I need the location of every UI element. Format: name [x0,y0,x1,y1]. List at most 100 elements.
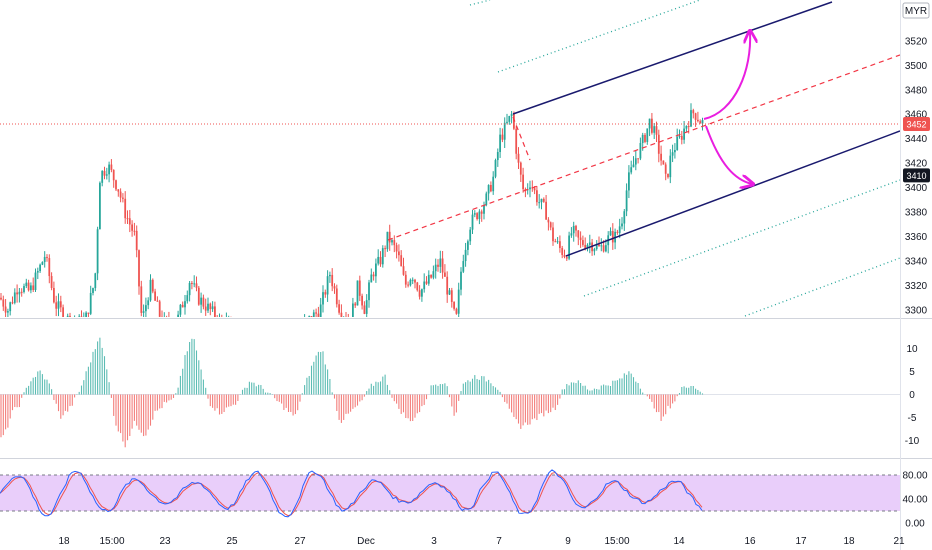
candle-body [618,226,621,233]
candle-body [122,197,124,199]
candle-body [384,248,386,250]
candle-body [16,292,18,295]
time-axis[interactable]: 18 15:00 23 25 27 Dec 3 7 9 15:00 14 16 17 18 21 [58,536,905,547]
candle-body [418,290,421,297]
momentum-tick-label: 5 [909,367,915,378]
time-tick-label: 18 [843,536,855,547]
projection-arrow-up [703,32,750,120]
candle-body [317,313,320,317]
candle-body [85,312,87,317]
drawing-tools-layer[interactable] [0,0,900,317]
candle-body [694,113,697,120]
momentum-tick-label: -5 [908,413,917,424]
candle-body [510,113,513,117]
candle-body [480,211,483,214]
candle-body [430,274,432,278]
candle-body [584,244,587,249]
candle-body [492,176,495,192]
candle-body [365,300,368,314]
price-tick-label: 3480 [905,85,928,96]
candle-body [368,282,370,301]
candle-body [69,315,71,317]
time-tick-label: 14 [673,536,685,547]
currency-label: MYR [905,6,927,17]
candle-body [288,332,290,337]
candle-body [425,281,428,284]
candle-body [593,249,596,252]
time-tick-label: 27 [294,536,306,547]
candle-body [402,266,405,275]
candle-body [48,258,51,277]
candle-body [565,256,568,259]
candle-body [697,119,699,122]
stochastic-k-line [0,469,703,518]
candle-body [632,164,635,168]
candle-body [272,328,274,331]
candle-body [651,118,653,133]
candle-body [71,323,73,329]
candle-body [421,289,423,297]
candle-body [281,332,283,338]
candle-body [538,202,541,204]
candle-body [2,299,5,307]
candle-body [335,288,338,305]
candle-body [529,187,531,190]
candle-body [149,279,152,301]
candle-body [140,286,143,313]
candle-body [630,167,633,173]
candle-body [131,224,133,231]
candle-body [506,121,508,123]
candle-body [18,291,21,295]
candle-body [9,302,12,312]
candle-body [322,292,324,305]
price-tick-label: 3500 [905,61,928,72]
momentum-tick-label: -10 [905,436,920,447]
momentum-axis[interactable]: 10 5 0 -5 -10 [905,344,920,447]
candle-body [559,241,561,249]
candle-body [616,231,619,233]
candle-body [119,191,122,198]
candle-body [662,160,665,165]
price-tick-label: 3460 [905,110,928,121]
candle-body [460,271,462,290]
candle-body [653,126,656,133]
candle-body [0,297,2,300]
candle-body [251,338,253,339]
candle-body [283,337,285,338]
candle-body [639,143,642,159]
candle-body [173,331,175,332]
candle-body [110,164,113,170]
candle-body [230,320,232,321]
candle-body [609,231,612,236]
momentum-pane[interactable] [0,337,900,448]
candle-body [53,287,55,303]
candle-body [262,325,264,332]
candle-body [211,306,214,310]
candle-body [350,322,352,325]
candle-body [568,235,570,259]
candle-body [467,241,469,250]
candle-body [246,327,248,328]
candle-body [648,118,651,129]
price-pane[interactable] [0,103,704,347]
candle-body [138,250,140,287]
candle-body [483,205,485,214]
candle-body [228,320,230,321]
candle-body [513,113,515,129]
candle-body [556,241,559,243]
candle-body [175,328,177,331]
outer-line-3 [583,179,900,297]
candle-body [391,240,393,243]
price-axis[interactable]: 3300 3320 3340 3360 3380 3400 3420 3440 3460 3480… [905,36,928,316]
candle-body [547,219,550,223]
candle-body [27,282,30,291]
stochastic-axis[interactable]: 80.00 40.00 0.00 [902,471,927,530]
candle-body [462,261,465,272]
candle-body [117,189,120,192]
stochastic-pane[interactable] [0,469,900,518]
candle-body [540,198,543,203]
candle-body [105,174,108,176]
candle-body [126,218,129,220]
candle-body [299,329,301,332]
